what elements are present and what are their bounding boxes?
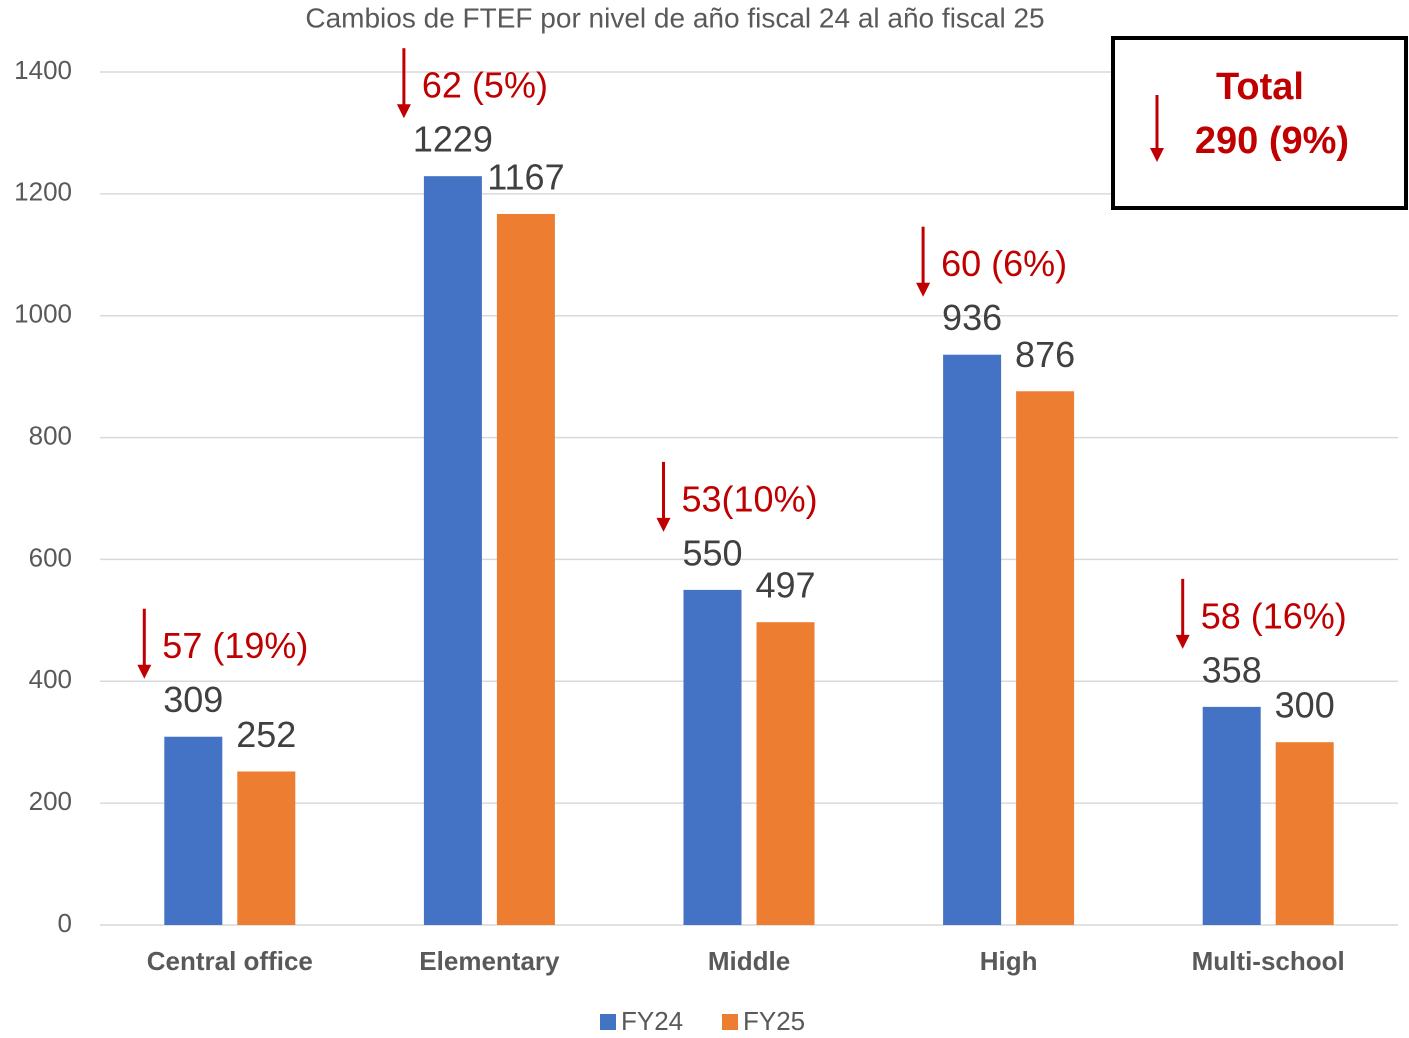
- annotation: 57 (19%): [162, 625, 308, 666]
- data-label: 358: [1202, 649, 1262, 690]
- arrow-head: [656, 517, 671, 532]
- data-label: 936: [942, 297, 1002, 338]
- x-tick-label: Multi-school: [1192, 946, 1345, 976]
- data-label: 309: [163, 679, 223, 720]
- legend-label: FY25: [743, 1006, 805, 1036]
- y-tick-label: 1200: [14, 177, 72, 207]
- bar: [1275, 742, 1334, 925]
- arrow-head: [1150, 148, 1164, 162]
- y-tick-label: 200: [29, 786, 72, 816]
- bar: [683, 589, 742, 925]
- legend-swatch: [722, 1014, 738, 1030]
- y-tick-label: 800: [29, 420, 72, 450]
- annotation: 58 (16%): [1201, 595, 1347, 636]
- bar: [237, 771, 296, 925]
- annotation: 53(10%): [682, 478, 818, 519]
- annotation: 62 (5%): [422, 65, 548, 106]
- data-label: 497: [755, 565, 815, 606]
- data-label: 876: [1015, 334, 1075, 375]
- total-value: 290 (9%): [1195, 120, 1349, 162]
- arrow-head: [396, 104, 411, 119]
- x-tick-label: High: [980, 946, 1038, 976]
- total-box: [1111, 36, 1408, 210]
- bar: [1202, 706, 1261, 925]
- y-tick-label: 0: [58, 908, 72, 938]
- arrow-head: [916, 282, 931, 297]
- y-tick-label: 600: [29, 542, 72, 572]
- bar: [164, 736, 223, 925]
- bar: [496, 213, 555, 926]
- data-label: 550: [682, 532, 742, 573]
- bar: [756, 622, 815, 925]
- y-tick-label: 1400: [14, 55, 72, 85]
- y-tick-label: 1000: [14, 299, 72, 329]
- arrow-head: [137, 664, 152, 679]
- bar: [1016, 391, 1075, 925]
- y-tick-label: 400: [29, 664, 72, 694]
- data-label: 1229: [413, 119, 493, 160]
- x-tick-label: Central office: [147, 946, 313, 976]
- data-label: 252: [236, 714, 296, 755]
- legend-swatch: [600, 1014, 616, 1030]
- x-tick-label: Elementary: [419, 946, 560, 976]
- bar: [943, 354, 1002, 925]
- data-label: 1167: [487, 156, 564, 197]
- chart-title: Cambios de FTEF por nivel de año fiscal …: [305, 2, 1044, 33]
- data-label: 300: [1275, 685, 1335, 726]
- bar: [423, 176, 482, 925]
- x-tick-label: Middle: [708, 946, 790, 976]
- total-label: Total: [1216, 66, 1304, 108]
- annotation: 60 (6%): [941, 243, 1067, 284]
- legend-label: FY24: [621, 1006, 683, 1036]
- arrow-head: [1175, 634, 1190, 649]
